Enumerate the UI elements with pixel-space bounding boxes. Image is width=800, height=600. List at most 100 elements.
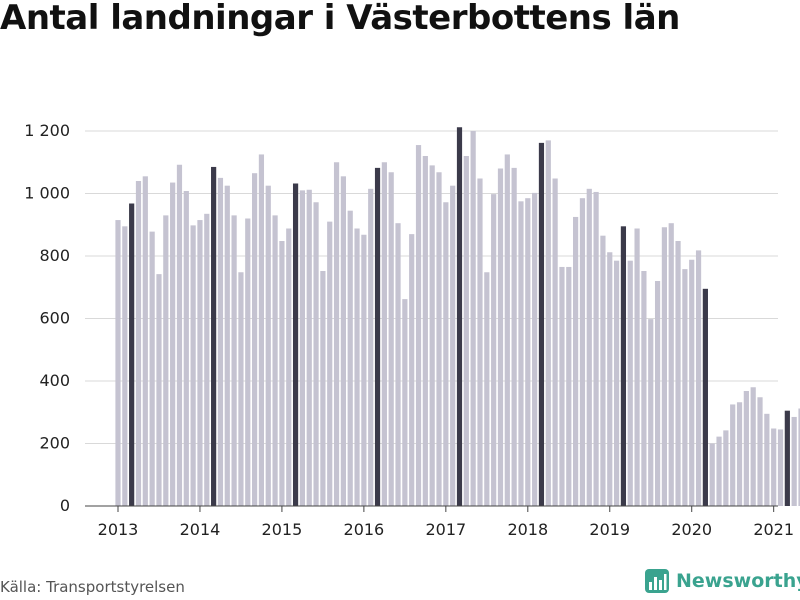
- bar: [142, 176, 148, 506]
- bar: [306, 189, 312, 506]
- bar: [750, 387, 756, 506]
- bar: [484, 272, 490, 506]
- bar: [388, 172, 394, 506]
- bar: [320, 271, 326, 506]
- bar: [122, 226, 128, 506]
- y-tick-label: 400: [39, 371, 70, 390]
- bar: [395, 223, 401, 506]
- bar: [368, 188, 374, 506]
- bar: [791, 416, 797, 506]
- bar: [654, 281, 661, 506]
- bar: [716, 436, 722, 506]
- chart-title: Antal landningar i Västerbottens län: [0, 0, 680, 38]
- x-tick-label: 2018: [507, 520, 548, 539]
- bar: [211, 166, 217, 506]
- bar: [525, 198, 531, 506]
- bar: [730, 404, 736, 506]
- bar: [695, 250, 702, 506]
- bar: [204, 213, 210, 506]
- bar: [668, 223, 674, 506]
- bars: [115, 127, 800, 506]
- bar: [648, 319, 654, 506]
- bar: [217, 177, 224, 506]
- bar: [327, 221, 333, 506]
- bar: [709, 443, 715, 506]
- bar: [470, 131, 476, 506]
- bar: [265, 185, 271, 506]
- bar: [361, 234, 367, 506]
- bar: [443, 202, 449, 506]
- bar: [497, 168, 504, 506]
- y-tick-label: 200: [39, 434, 70, 453]
- bar: [771, 428, 777, 506]
- bar: [573, 216, 579, 506]
- bar: [723, 430, 729, 506]
- bar: [798, 408, 800, 506]
- bar: [757, 397, 763, 506]
- x-tick-label: 2019: [589, 520, 630, 539]
- bar: [784, 410, 790, 506]
- y-tick-label: 600: [39, 309, 70, 328]
- bar: [620, 226, 627, 506]
- bar: [429, 165, 435, 506]
- y-tick-label: 1 000: [24, 184, 70, 203]
- bar: [170, 182, 176, 506]
- bar: [545, 140, 551, 506]
- source-note: Källa: Transportstyrelsen: [0, 578, 185, 596]
- bar: [176, 164, 183, 506]
- bar: [641, 271, 647, 506]
- bar: [450, 185, 456, 506]
- bar: [613, 260, 620, 506]
- bar: [313, 202, 319, 506]
- bar: [579, 198, 586, 506]
- x-tick-label: 2015: [262, 520, 303, 539]
- x-tick-label: 2016: [344, 520, 385, 539]
- bar: [743, 391, 749, 506]
- x-axis: 2013201420152016201720182019202020212022: [85, 505, 794, 539]
- bar: [675, 241, 681, 506]
- x-tick-label: 2013: [98, 520, 139, 539]
- x-tick-label: 2021: [753, 520, 794, 539]
- bar: [163, 215, 169, 506]
- bar: [299, 190, 306, 506]
- bar: [258, 154, 265, 506]
- bar: [634, 228, 640, 506]
- bar: [238, 272, 244, 506]
- bar: [333, 162, 340, 506]
- bar: [689, 259, 695, 506]
- bar: [456, 127, 463, 506]
- bar: [552, 178, 558, 506]
- bar: [511, 167, 517, 506]
- bar: [156, 274, 162, 506]
- bar: [340, 176, 346, 506]
- bar: [566, 266, 572, 506]
- bar: [272, 215, 278, 506]
- y-tick-label: 0: [60, 496, 70, 515]
- bar: [491, 194, 497, 506]
- bar: [190, 225, 196, 506]
- bar: [682, 269, 688, 506]
- bar: [149, 231, 155, 506]
- bar: [422, 156, 428, 506]
- bar: [436, 172, 442, 506]
- bar: [292, 183, 299, 506]
- x-tick-label: 2014: [180, 520, 221, 539]
- bar: [532, 192, 538, 506]
- bar: [279, 241, 285, 506]
- bar: [415, 145, 422, 506]
- bar: [245, 218, 251, 506]
- bar: [504, 154, 510, 506]
- brand-name: Newsworthy: [676, 570, 800, 592]
- newsworthy-logo[interactable]: Newsworthy: [644, 568, 800, 594]
- bar: [463, 156, 469, 506]
- y-tick-label: 1 200: [24, 121, 70, 140]
- bar: [115, 220, 121, 506]
- bar: [135, 181, 142, 506]
- x-tick-label: 2017: [425, 520, 466, 539]
- bar: [518, 201, 524, 506]
- bar-chart-logo-icon: [645, 569, 669, 593]
- bar: [354, 228, 360, 506]
- bar: [381, 162, 387, 506]
- bar: [224, 185, 230, 506]
- bar: [231, 215, 237, 506]
